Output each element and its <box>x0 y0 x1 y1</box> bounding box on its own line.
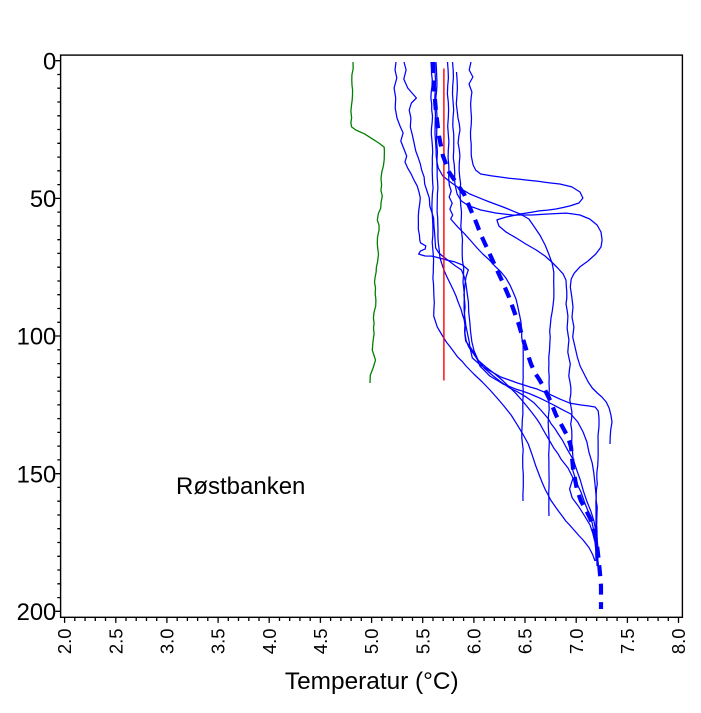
svg-text:2.0: 2.0 <box>54 628 75 654</box>
svg-text:7.5: 7.5 <box>617 628 638 654</box>
svg-text:3.0: 3.0 <box>157 628 178 654</box>
svg-text:Røstbanken: Røstbanken <box>176 473 305 500</box>
svg-text:4.5: 4.5 <box>310 628 331 654</box>
svg-text:5.0: 5.0 <box>361 628 382 654</box>
svg-text:200: 200 <box>17 599 57 626</box>
svg-text:2.5: 2.5 <box>105 628 126 654</box>
svg-text:4.0: 4.0 <box>259 628 280 654</box>
svg-text:8.0: 8.0 <box>668 628 689 654</box>
svg-text:3.5: 3.5 <box>208 628 229 654</box>
svg-text:7.0: 7.0 <box>566 628 587 654</box>
svg-text:Temperatur (°C): Temperatur (°C) <box>285 668 459 695</box>
svg-text:100: 100 <box>17 324 57 351</box>
svg-text:6.5: 6.5 <box>515 628 536 654</box>
svg-text:150: 150 <box>17 461 57 488</box>
svg-text:50: 50 <box>30 186 56 213</box>
svg-text:5.5: 5.5 <box>412 628 433 654</box>
svg-text:6.0: 6.0 <box>464 628 485 654</box>
svg-text:0: 0 <box>43 48 56 75</box>
